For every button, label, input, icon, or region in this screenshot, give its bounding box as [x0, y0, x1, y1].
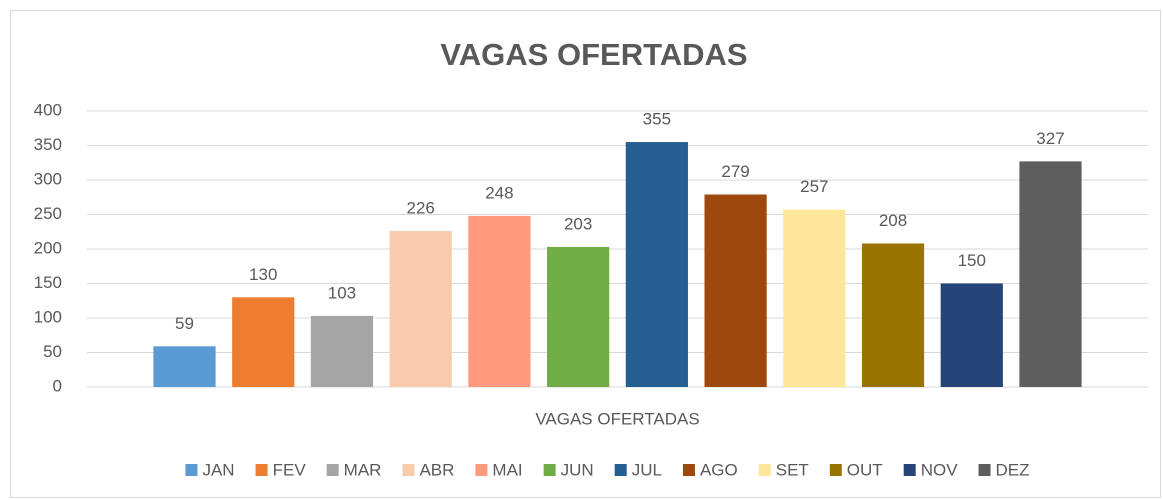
y-tick-label: 350	[34, 135, 62, 154]
data-label: 257	[800, 177, 828, 196]
data-label: 248	[485, 183, 513, 202]
legend-swatch	[185, 464, 198, 476]
legend-label: OUT	[847, 460, 883, 479]
bar	[940, 283, 1003, 387]
legend-label: JUN	[561, 460, 594, 479]
data-label: 208	[879, 211, 907, 230]
legend-swatch	[978, 464, 991, 476]
bar	[468, 215, 531, 387]
y-tick-label: 400	[34, 100, 62, 119]
bar	[704, 194, 767, 387]
legend-label: NOV	[921, 460, 959, 479]
legend-label: FEV	[273, 460, 307, 479]
legend-label: AGO	[700, 460, 738, 479]
y-tick-label: 0	[53, 376, 62, 395]
y-tick-label: 150	[34, 273, 62, 292]
legend-label: SET	[776, 460, 809, 479]
legend-swatch	[614, 464, 627, 476]
chart-title: VAGAS OFERTADAS	[440, 37, 747, 72]
data-label: 203	[564, 214, 592, 233]
legend-swatch	[903, 464, 916, 476]
bar	[1019, 161, 1082, 387]
y-tick-label: 50	[43, 342, 62, 361]
legend-label: MAR	[344, 460, 382, 479]
legend-swatch	[475, 464, 488, 476]
bar	[389, 231, 452, 387]
data-label: 279	[721, 162, 749, 181]
legend-label: JAN	[202, 460, 234, 479]
legend-swatch	[326, 464, 339, 476]
legend-swatch	[758, 464, 771, 476]
y-tick-label: 300	[34, 169, 62, 188]
bar	[153, 346, 216, 387]
legend-swatch	[682, 464, 695, 476]
legend-label: JUL	[632, 460, 662, 479]
data-label: 103	[328, 283, 356, 302]
legend-swatch	[829, 464, 842, 476]
legend-label: MAI	[492, 460, 522, 479]
data-label: 226	[406, 199, 434, 218]
bar	[232, 297, 295, 387]
y-tick-label: 200	[34, 238, 62, 257]
x-tick-label: VAGAS OFERTADAS	[535, 409, 699, 428]
legend-label: ABR	[419, 460, 454, 479]
bar	[783, 209, 846, 387]
data-label: 150	[958, 251, 986, 270]
y-tick-label: 250	[34, 204, 62, 223]
y-tick-label: 100	[34, 307, 62, 326]
data-label: 355	[643, 110, 671, 129]
bar	[310, 315, 374, 387]
bar	[625, 142, 688, 387]
legend-swatch	[255, 464, 268, 476]
bar	[861, 243, 925, 387]
legend-label: DEZ	[996, 460, 1030, 479]
legend-swatch	[543, 464, 556, 476]
data-label: 59	[175, 314, 194, 333]
legend-swatch	[402, 464, 415, 476]
data-label: 327	[1036, 129, 1064, 148]
bar	[547, 246, 610, 387]
data-label: 130	[249, 265, 277, 284]
